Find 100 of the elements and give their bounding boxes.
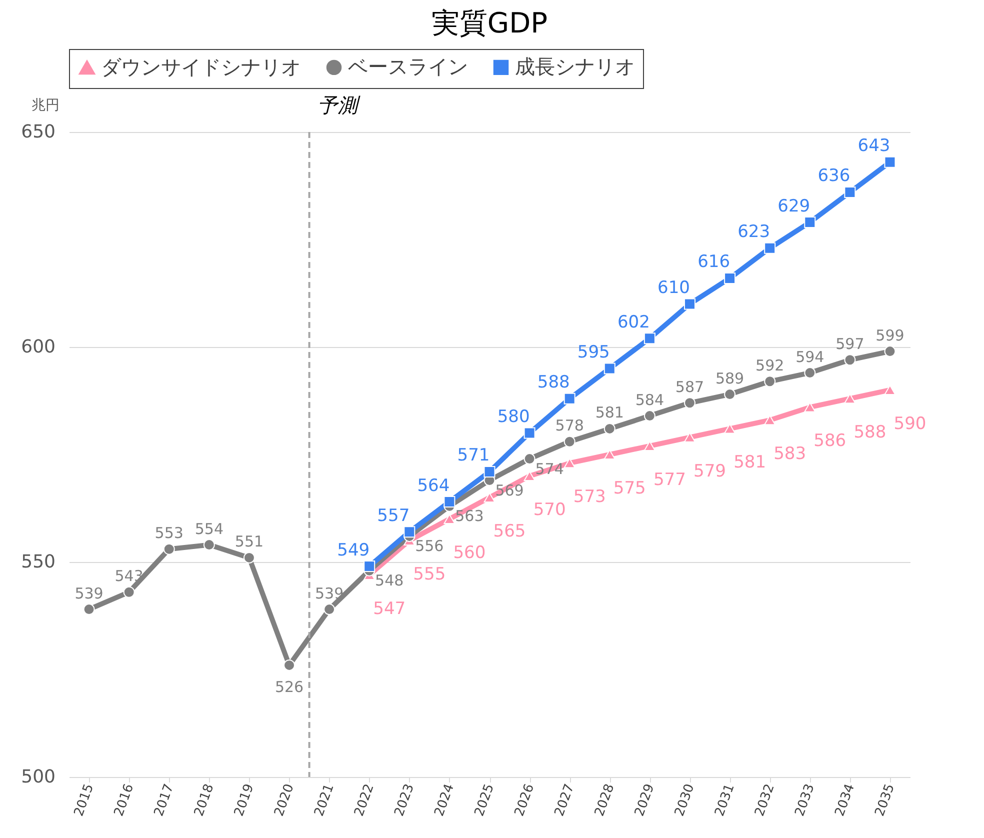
- legend-label: ダウンサイドシナリオ: [101, 54, 301, 79]
- x-tick-label: 2024: [432, 782, 458, 818]
- data-label: 548: [375, 572, 404, 590]
- ref-line-label: 予測: [317, 93, 360, 117]
- data-label: 583: [774, 444, 806, 464]
- point: [604, 362, 616, 374]
- data-label: 549: [337, 540, 370, 560]
- data-label: 556: [415, 537, 444, 556]
- data-label: 586: [814, 431, 846, 452]
- point: [644, 332, 656, 344]
- point: [804, 216, 816, 228]
- data-label: 589: [715, 369, 744, 388]
- data-label: 565: [493, 522, 526, 542]
- x-tick-label: 2034: [832, 782, 858, 818]
- x-tick-label: 2020: [272, 782, 298, 818]
- point: [804, 367, 816, 379]
- chart-title: 実質GDP: [431, 6, 548, 40]
- data-label: 610: [658, 278, 690, 298]
- point: [284, 659, 296, 671]
- data-label: 592: [756, 356, 784, 374]
- data-label: 526: [274, 678, 304, 696]
- data-label: 551: [234, 532, 264, 551]
- point: [564, 458, 576, 468]
- point: [163, 543, 175, 555]
- data-label: 557: [377, 506, 410, 526]
- data-label: 580: [497, 407, 530, 427]
- y-tick-label: 600: [21, 336, 56, 358]
- data-label: 581: [595, 404, 624, 422]
- data-label: 570: [533, 500, 566, 520]
- point: [83, 604, 95, 616]
- point: [764, 376, 776, 388]
- point: [404, 526, 416, 538]
- data-label: 578: [555, 416, 584, 435]
- data-label: 575: [613, 478, 646, 498]
- point: [564, 392, 576, 404]
- point: [844, 186, 856, 198]
- y-tick-label: 650: [21, 122, 56, 142]
- x-tick-label: 2030: [672, 782, 698, 818]
- point: [364, 560, 376, 572]
- data-label: 599: [876, 326, 904, 344]
- x-tick-label: 2032: [752, 782, 778, 818]
- x-tick-label: 2017: [152, 782, 178, 818]
- data-label: 584: [635, 390, 664, 409]
- data-label: 547: [373, 598, 406, 619]
- x-tick-label: 2023: [392, 782, 418, 818]
- point: [203, 539, 215, 551]
- data-label: 571: [457, 446, 490, 466]
- point: [764, 242, 776, 254]
- y-tick-label: 500: [21, 766, 56, 788]
- point: [844, 394, 856, 404]
- data-label: 560: [453, 543, 486, 563]
- data-label: 579: [694, 461, 726, 482]
- data-label: 554: [194, 520, 224, 538]
- point: [844, 354, 856, 366]
- legend-label: 成長シナリオ: [515, 54, 635, 78]
- point: [764, 415, 776, 426]
- legend-label: ベースライン: [348, 54, 468, 78]
- point: [884, 156, 896, 168]
- point: [684, 432, 696, 442]
- point: [324, 604, 336, 616]
- point: [524, 427, 536, 439]
- y-tick-label: 550: [21, 552, 56, 572]
- x-tick-label: 2031: [712, 782, 738, 818]
- x-tick-label: 2029: [632, 782, 658, 818]
- x-tick-label: 2033: [792, 782, 818, 818]
- x-tick-label: 2019: [232, 782, 258, 818]
- data-label: 616: [698, 252, 730, 272]
- data-label: 577: [653, 470, 686, 490]
- data-label: 563: [455, 507, 484, 526]
- data-label: 597: [836, 334, 864, 353]
- point: [524, 453, 536, 465]
- data-label: 594: [796, 348, 824, 366]
- x-tick-label: 2026: [512, 782, 538, 818]
- data-label: 636: [818, 166, 850, 186]
- point: [804, 402, 816, 412]
- data-label: 553: [154, 524, 184, 542]
- point: [123, 586, 135, 598]
- data-label: 573: [573, 487, 606, 508]
- point: [884, 346, 896, 358]
- data-label: 555: [413, 564, 446, 584]
- point: [684, 298, 696, 310]
- y-axis-title: 兆円: [32, 98, 60, 114]
- point: [724, 388, 736, 400]
- data-label: 623: [738, 222, 770, 242]
- point: [604, 422, 616, 434]
- point: [684, 397, 696, 409]
- x-tick-label: 2027: [552, 782, 578, 818]
- point: [564, 436, 576, 448]
- x-tick-label: 2018: [192, 782, 218, 818]
- x-tick-label: 2021: [312, 782, 338, 818]
- x-tick-label: 2035: [872, 782, 898, 818]
- point: [243, 552, 255, 564]
- data-label: 602: [617, 312, 650, 332]
- x-tick-label: 2015: [72, 782, 98, 818]
- data-label: 590: [894, 414, 926, 434]
- data-label: 581: [734, 452, 766, 473]
- point: [444, 496, 456, 508]
- data-label: 539: [74, 584, 104, 602]
- x-tick-label: 2025: [472, 782, 498, 818]
- data-label: 587: [675, 378, 704, 396]
